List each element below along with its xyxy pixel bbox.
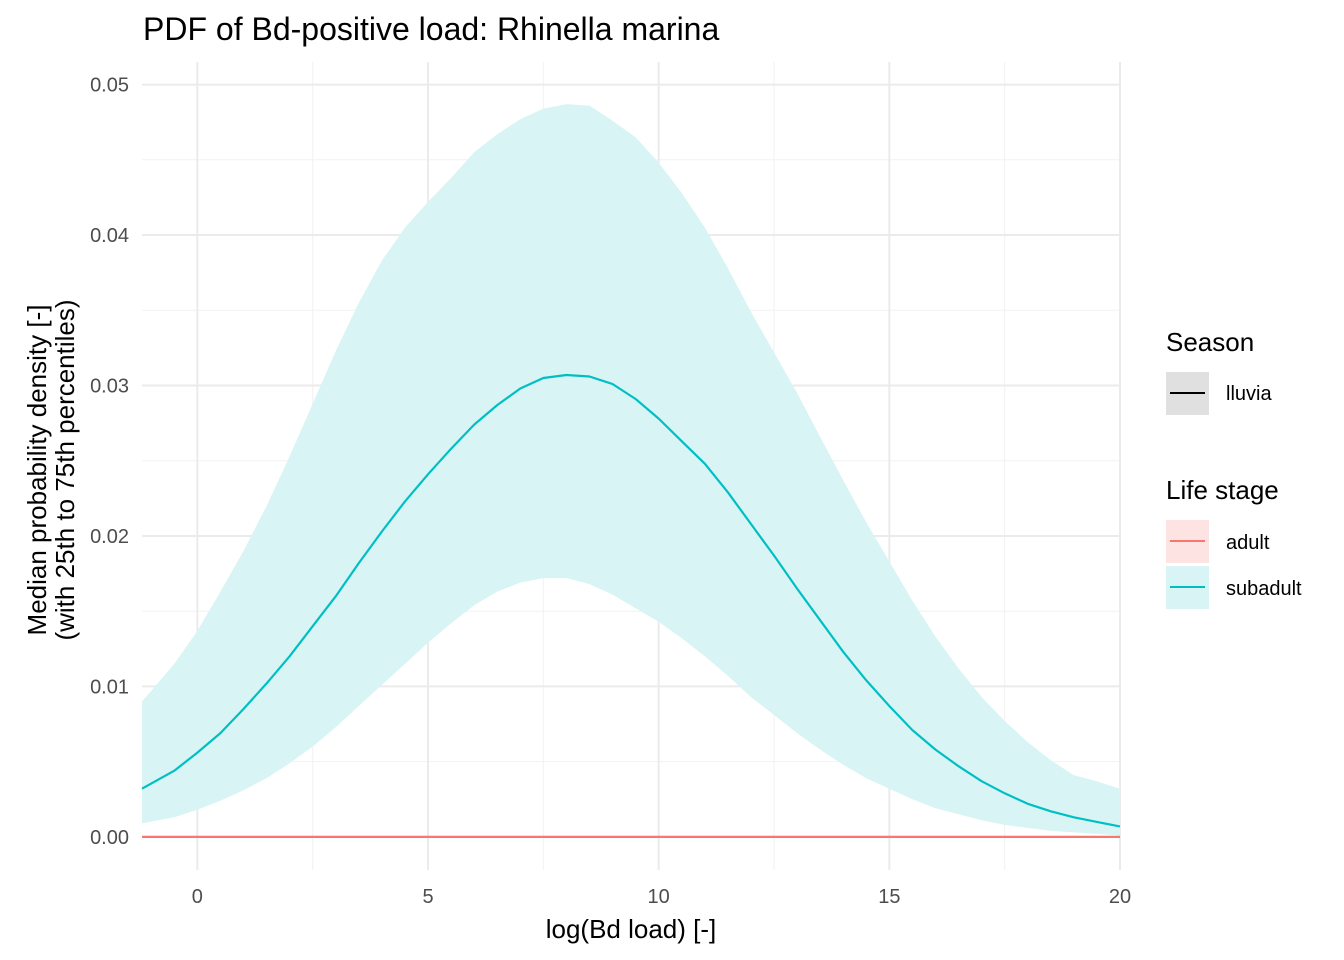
- y-tick-label: 0.04: [90, 225, 129, 247]
- band-subadult: [142, 104, 1120, 836]
- y-axis-title: Median probability density [-] (with 25t…: [22, 299, 80, 640]
- legend-life-stage-title: Life stage: [1166, 475, 1279, 505]
- line-subadult: [141, 373, 1121, 828]
- legend: Season lluvia Life stage adult subadult: [1166, 327, 1302, 609]
- y-tick-label: 0.01: [90, 676, 129, 698]
- y-axis-title-line-2: (with 25th to 75th percentiles): [50, 299, 80, 640]
- chart-title: PDF of Bd-positive load: Rhinella marina: [143, 11, 719, 47]
- y-tick-label: 0.00: [90, 827, 129, 849]
- y-axis-title-line-1: Median probability density [-]: [22, 305, 52, 636]
- series-lines: [141, 373, 1121, 838]
- x-tick-label: 0: [192, 886, 203, 908]
- y-tick-label: 0.03: [90, 376, 129, 398]
- legend-adult-label: adult: [1226, 532, 1270, 554]
- y-tick-label: 0.05: [90, 75, 129, 97]
- y-tick-label: 0.02: [90, 526, 129, 548]
- legend-subadult-label: subadult: [1226, 578, 1302, 600]
- confidence-bands: [142, 104, 1120, 836]
- x-tick-label: 20: [1109, 886, 1131, 908]
- y-axis-ticks: 0.00 0.01 0.02 0.03 0.04 0.05: [90, 75, 129, 849]
- legend-season-title: Season: [1166, 327, 1254, 357]
- x-axis-title: log(Bd load) [-]: [546, 914, 717, 944]
- x-tick-label: 10: [648, 886, 670, 908]
- x-tick-label: 5: [422, 886, 433, 908]
- x-axis-ticks: 0 5 10 15 20: [192, 886, 1131, 908]
- legend-season-label: lluvia: [1226, 383, 1272, 405]
- x-tick-label: 15: [878, 886, 900, 908]
